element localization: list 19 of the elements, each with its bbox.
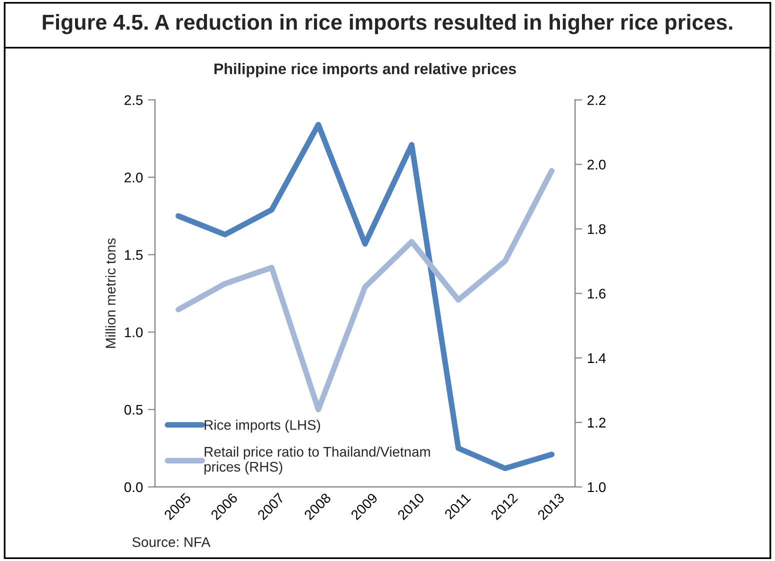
- y2-tick-label: 2.2: [588, 95, 606, 105]
- y2-tick-label: 1.4: [588, 353, 606, 363]
- y-axis-title: Million metric tons: [105, 238, 116, 348]
- y2-tick-label: 1.8: [588, 224, 606, 234]
- y2-tick-label: 1.0: [588, 482, 606, 492]
- y-tick-label: 0.0: [124, 482, 143, 492]
- source-note: Source: NFA: [132, 537, 210, 548]
- y2-tick-label: 2.0: [588, 160, 606, 170]
- chart-title: Figure 4.5. A reduction in rice imports resulted in higher rice prices.: [42, 14, 732, 34]
- y2-tick-label: 1.2: [588, 418, 606, 428]
- y-tick-label: 1.5: [124, 250, 143, 260]
- y-tick-label: 2.0: [124, 172, 143, 182]
- legend-label: Rice imports (LHS): [204, 420, 320, 433]
- y-tick-label: 1.0: [124, 327, 143, 338]
- y-tick-label: 2.5: [124, 95, 143, 106]
- chart-subtitle: Philippine rice imports and relative prices: [214, 63, 516, 78]
- y2-tick-label: 1.6: [588, 288, 606, 299]
- y-tick-label: 0.5: [124, 404, 143, 415]
- legend-label: Retail price ratio to Thailand/Vietnam prices (RHS): [204, 446, 430, 474]
